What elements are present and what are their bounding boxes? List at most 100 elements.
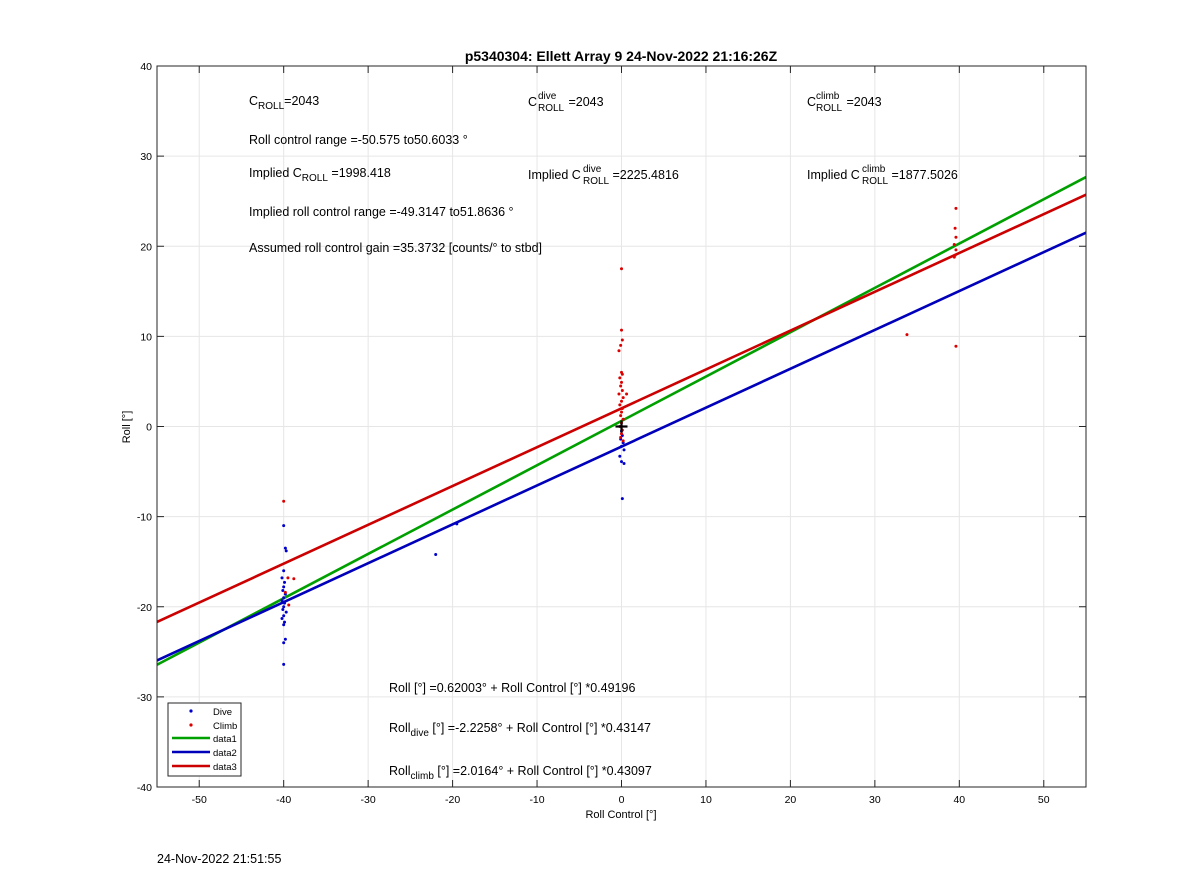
climb-point xyxy=(619,384,623,388)
y-tick-label: 40 xyxy=(140,61,152,73)
dive-point xyxy=(282,614,286,618)
y-tick-label: 0 xyxy=(146,422,152,434)
climb-point xyxy=(620,338,624,342)
climb-point xyxy=(625,392,629,396)
y-tick-label: 30 xyxy=(140,151,152,163)
plot-frame xyxy=(156,65,1087,788)
dive-point xyxy=(620,497,624,501)
climb-point xyxy=(954,248,958,252)
dive-point xyxy=(280,576,284,580)
climb-point xyxy=(620,372,624,376)
annot-gain: Assumed roll control gain =35.3732 [coun… xyxy=(249,241,542,255)
x-tick-label: -10 xyxy=(529,794,544,806)
dive-point xyxy=(434,552,438,556)
climb-point xyxy=(620,388,624,392)
climb-point xyxy=(283,590,287,594)
climb-point xyxy=(952,255,956,259)
climb-point xyxy=(617,349,621,353)
climb-point xyxy=(286,576,290,580)
legend-marker-dive xyxy=(189,709,193,713)
dive-point xyxy=(455,522,459,526)
annot-c-roll-dive: Cdive ROLL =2043 xyxy=(528,91,604,114)
climb-point xyxy=(954,206,958,210)
x-tick-label: 20 xyxy=(785,794,797,806)
x-axis-label: Roll Control [°] xyxy=(585,809,656,821)
chart-title: p5340304: Ellett Array 9 24-Nov-2022 21:… xyxy=(465,48,778,64)
legend-label-data3: data3 xyxy=(213,762,237,773)
dive-point xyxy=(283,546,287,550)
climb-point xyxy=(618,376,622,380)
x-tick-label: 0 xyxy=(619,794,625,806)
dive-point xyxy=(618,454,622,458)
dive-point xyxy=(282,596,286,600)
x-tick-label: -20 xyxy=(445,794,460,806)
dive-point xyxy=(284,610,288,614)
annot-eq-dive: Rolldive [°] =-2.2258° + Roll Control [°… xyxy=(389,721,651,739)
climb-point xyxy=(620,328,623,332)
climb-point xyxy=(954,235,958,239)
legend-label-data1: data1 xyxy=(213,734,237,745)
climb-point xyxy=(620,432,623,436)
climb-point xyxy=(617,392,621,396)
legend: Dive Climb data1 data2 data3 xyxy=(167,702,242,777)
climb-point xyxy=(619,343,623,347)
dive-point xyxy=(283,620,287,624)
legend-label-climb: Climb xyxy=(213,721,237,732)
x-tick-label: 10 xyxy=(700,794,712,806)
climb-point xyxy=(287,603,291,607)
center-marker xyxy=(615,420,628,433)
dive-point xyxy=(282,662,286,666)
annot-c-roll: CROLL=2043 xyxy=(249,94,319,112)
y-tick-label: -20 xyxy=(137,602,152,614)
x-tick-label: 40 xyxy=(953,794,965,806)
dive-point xyxy=(282,605,286,609)
climb-point xyxy=(618,403,622,407)
climb-point xyxy=(620,406,624,410)
climb-point xyxy=(620,399,623,403)
y-tick-label: -10 xyxy=(137,512,152,524)
climb-point xyxy=(619,435,623,439)
climb-point xyxy=(954,344,958,348)
annot-implied-c: Implied CROLL =1998.418 xyxy=(249,166,391,184)
climb-point xyxy=(905,333,909,337)
y-tick-label: -40 xyxy=(137,782,152,794)
x-tick-label: 30 xyxy=(869,794,881,806)
dive-point xyxy=(282,641,286,645)
dive-point xyxy=(622,461,626,465)
dive-point xyxy=(284,549,288,553)
annot-roll-range: Roll control range =-50.575 to50.6033 ° xyxy=(249,133,468,147)
dive-point xyxy=(283,580,287,584)
dive-point xyxy=(282,623,286,627)
climb-point xyxy=(619,414,623,418)
footer-timestamp: 24-Nov-2022 21:51:55 xyxy=(157,852,282,866)
x-tick-label: -30 xyxy=(361,794,376,806)
annot-implied-range: Implied roll control range =-49.3147 to5… xyxy=(249,205,514,219)
y-tick-label: 20 xyxy=(140,241,152,253)
climb-point xyxy=(952,242,956,246)
y-axis-label: Roll [°] xyxy=(121,411,133,444)
dive-point xyxy=(282,569,286,573)
dive-point xyxy=(281,589,285,593)
dive-point xyxy=(280,616,284,620)
y-tick-label: 10 xyxy=(140,331,152,343)
legend-marker-climb xyxy=(189,723,193,727)
dive-point xyxy=(282,524,286,528)
climb-point xyxy=(620,380,623,384)
dive-point xyxy=(283,637,287,641)
dive-point xyxy=(281,607,285,611)
axis-ticks: -50 -40 -30 -20 -10 0 10 20 30 40 50 -40 -30 -20 -10 0 1… xyxy=(137,61,1086,806)
dive-point xyxy=(622,448,626,452)
data-points xyxy=(280,206,958,666)
climb-point xyxy=(620,410,623,414)
climb-point xyxy=(621,439,625,443)
legend-label-dive: Dive xyxy=(213,707,232,718)
dive-point xyxy=(283,601,287,605)
annot-eq-all: Roll [°] =0.62003° + Roll Control [°] *0… xyxy=(389,681,635,695)
climb-point xyxy=(292,577,296,581)
dive-point xyxy=(280,598,284,602)
climb-point xyxy=(621,417,625,421)
annot-c-roll-climb: Cclimb ROLL =2043 xyxy=(807,91,882,114)
